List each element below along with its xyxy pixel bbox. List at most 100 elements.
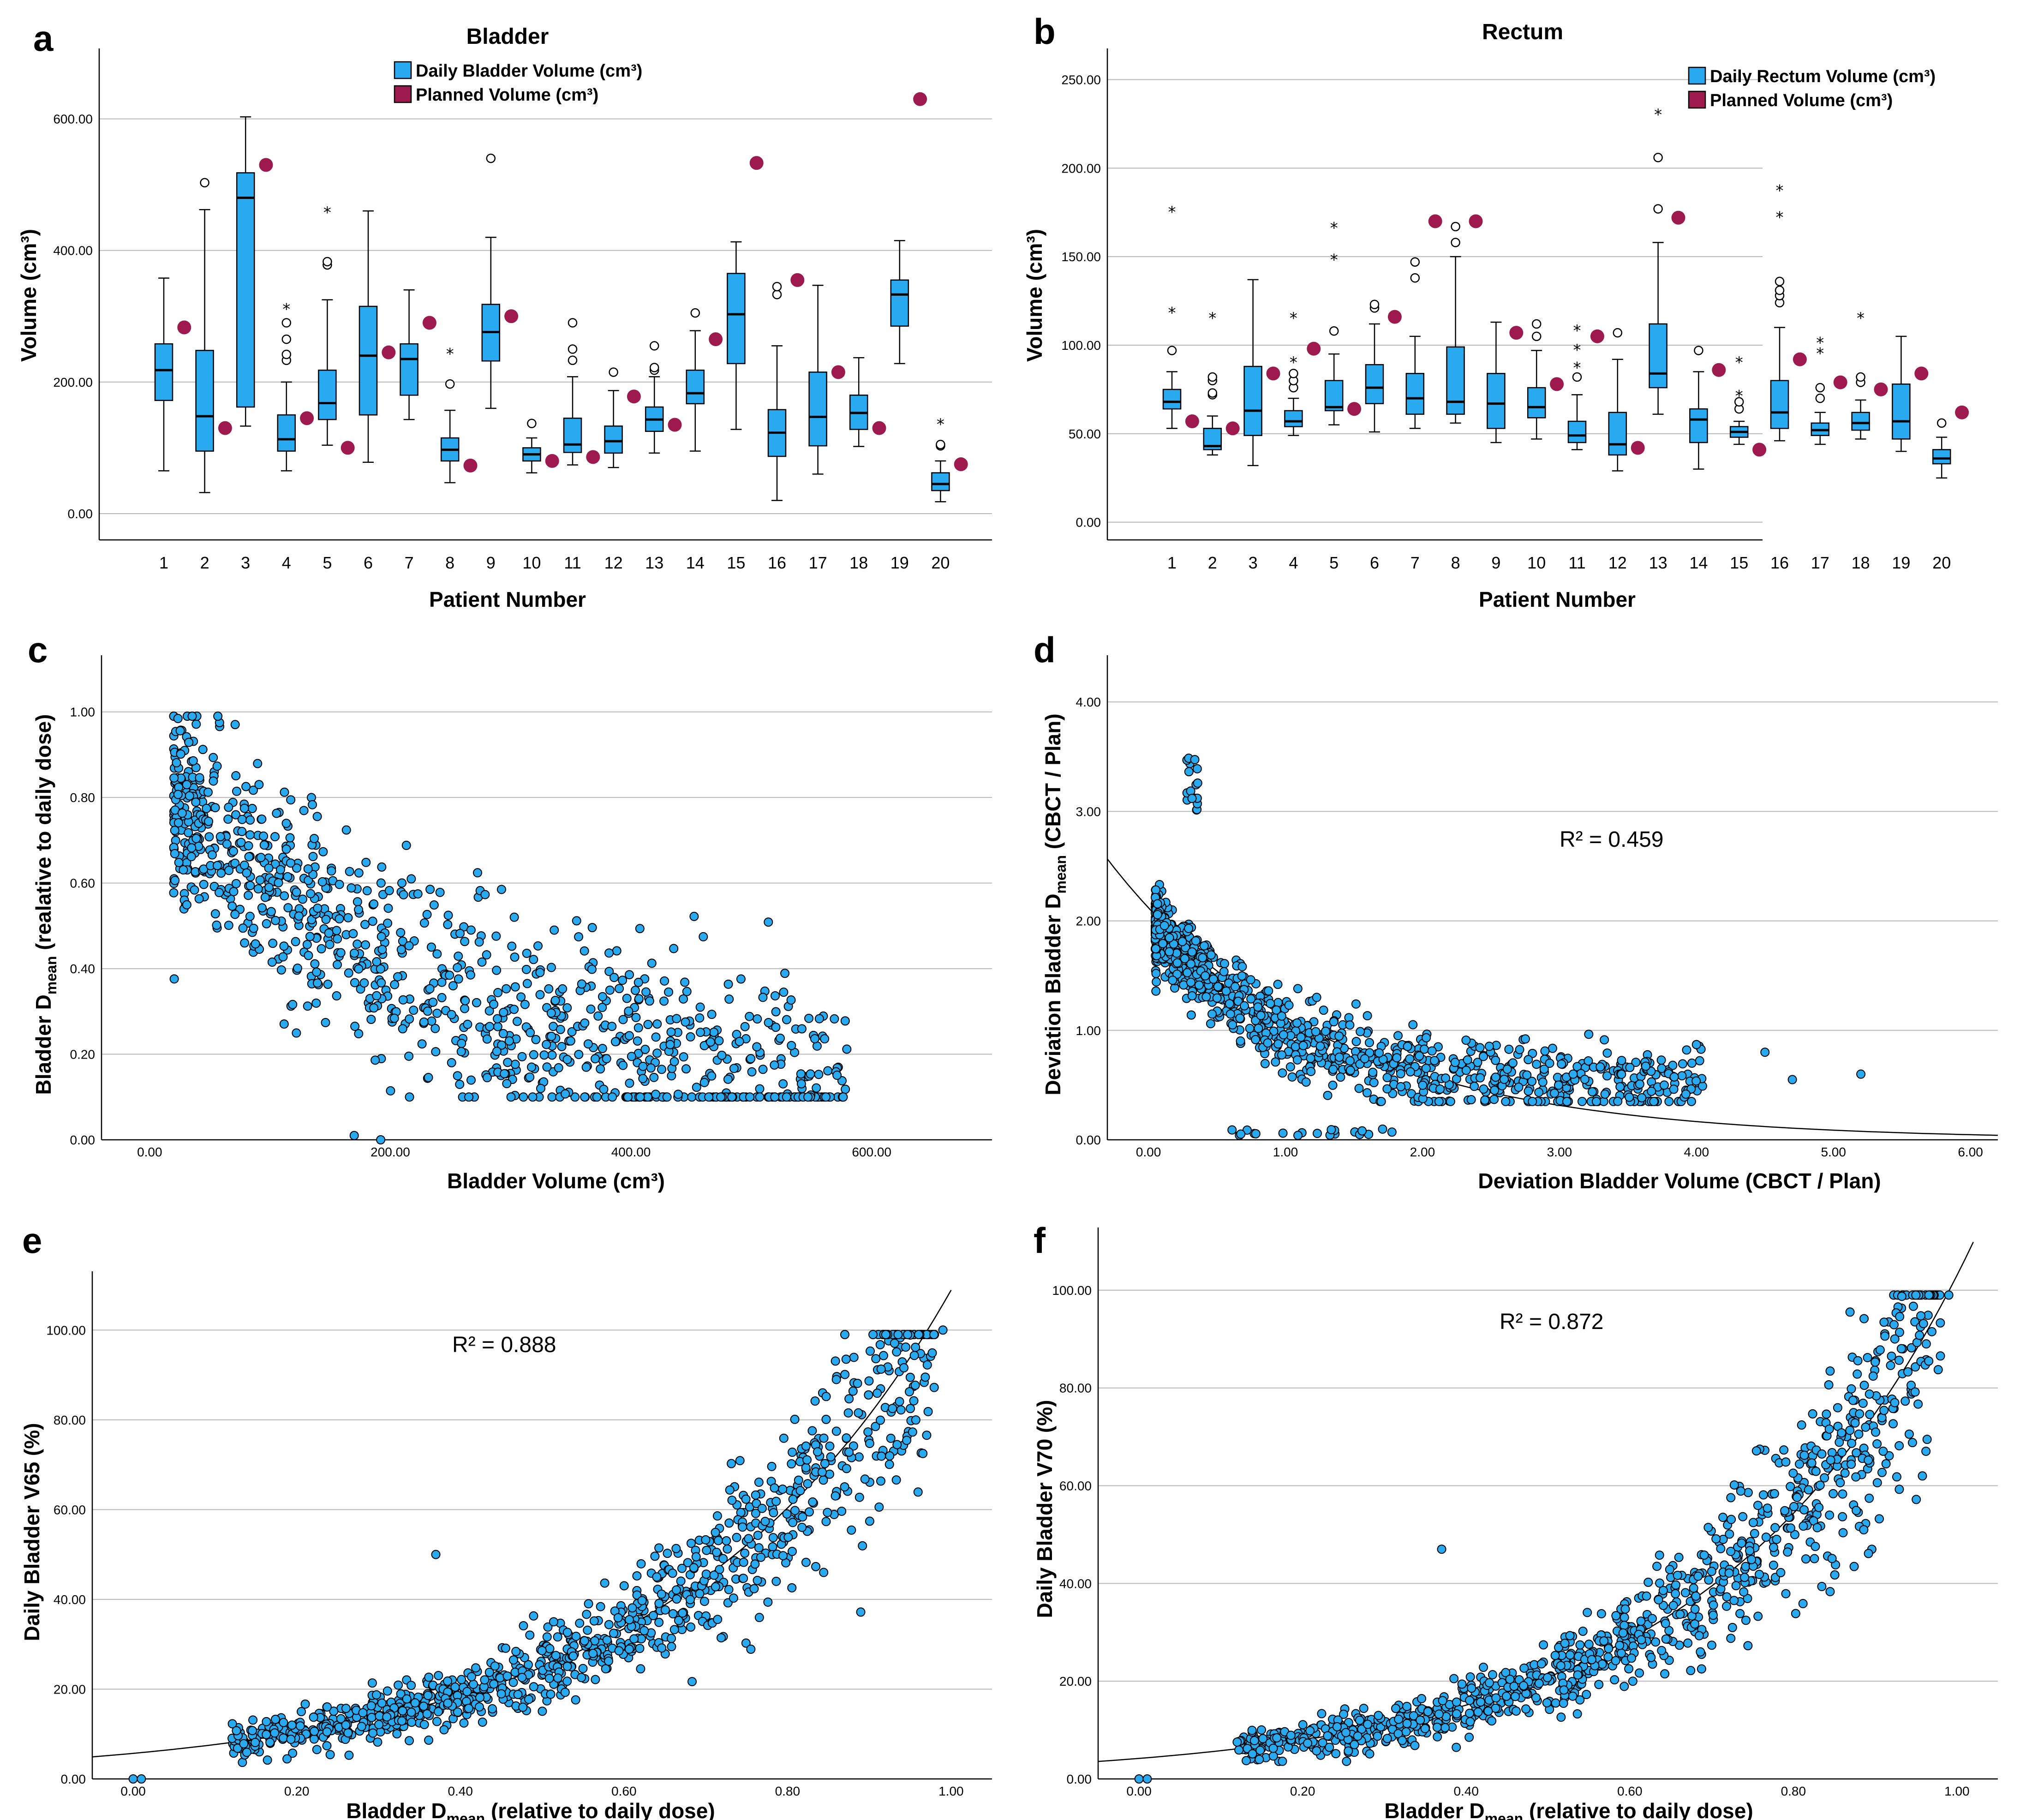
outlier-star: * [1573,341,1581,359]
data-point [432,1717,442,1726]
iqr-box [1892,383,1911,440]
data-point [1820,1473,1829,1483]
points [128,1325,948,1784]
data-point [240,938,250,948]
data-point [257,903,267,913]
x-axis-title: Bladder Dmean (relative to daily dose) [346,1799,715,1820]
data-point [184,828,193,838]
data-point [596,1602,605,1611]
data-point [796,1079,806,1089]
data-point [1478,1052,1488,1061]
data-point [550,925,559,935]
data-point [788,1448,797,1457]
data-point [1912,1495,1921,1504]
data-point [492,965,502,975]
data-point [172,758,181,767]
data-point [262,919,271,928]
iqr-box [318,369,337,420]
planned-volume-dot [1671,210,1685,225]
data-point [1169,939,1178,949]
data-point [1921,1446,1931,1456]
data-point [685,1595,695,1604]
data-point [1296,1032,1306,1042]
data-point [1865,1410,1875,1419]
data-point [333,934,342,944]
data-point [922,1360,932,1370]
box-patient-1: ** [1162,203,1199,429]
x-tick-label: 1 [159,553,168,572]
data-point [1186,786,1195,796]
data-point [1208,974,1218,984]
data-point [876,1364,886,1374]
data-point [1332,1722,1342,1731]
data-point [702,1545,711,1555]
data-point [367,1678,377,1688]
data-point [633,977,643,987]
data-point [1159,921,1169,930]
data-point [771,1576,781,1586]
panel-letter-a: a [33,18,54,59]
data-point [310,1726,319,1736]
data-point [651,1090,661,1099]
data-point [537,1646,547,1655]
x-axis-title: Patient Number [429,587,586,611]
y-tick-label: 250.00 [1061,73,1101,87]
data-point [1528,1096,1537,1106]
data-point [896,1405,906,1415]
data-point [754,1543,764,1553]
data-point [755,1084,765,1094]
data-point [215,888,224,898]
x-tick-label: 5 [323,553,332,572]
iqr-box [1324,380,1344,412]
data-point [1687,1058,1697,1068]
x-tick-label: 1.00 [1273,1145,1298,1159]
iqr-box [1608,412,1627,456]
data-point [1673,1570,1682,1580]
data-point [1293,984,1303,994]
data-point [443,920,453,929]
data-point [1871,1357,1880,1367]
points [1150,754,1866,1140]
data-point [1284,1000,1294,1010]
data-point [803,1479,813,1489]
data-point [632,1571,642,1581]
data-point [1368,1067,1378,1077]
planned-volume-dot [954,457,968,472]
data-point [367,1712,377,1722]
data-point [312,812,322,821]
data-point [237,826,247,836]
data-point [368,916,377,926]
data-point [210,803,220,813]
data-point [239,1739,249,1748]
data-point [1626,1653,1636,1663]
iqr-box [1567,420,1587,443]
outlier-circle [281,349,292,359]
data-point [1656,1055,1666,1065]
data-point [1248,1749,1257,1759]
data-point [1376,1096,1386,1106]
data-point [1743,1488,1753,1497]
data-point [317,944,326,954]
data-point [1651,1637,1661,1647]
outlier-circle [1775,285,1785,295]
x-tick-label: 9 [486,553,496,572]
data-point [504,1036,514,1046]
data-point [271,1714,281,1724]
data-point [1488,1670,1497,1680]
data-point [550,995,560,1005]
data-point [318,847,328,856]
data-point [248,785,258,795]
data-point [390,980,400,989]
x-tick-label: 1 [1167,553,1177,572]
data-point [676,1576,686,1586]
data-point [607,1022,617,1031]
data-point [1911,1290,1921,1300]
data-point [1519,1663,1529,1673]
data-point [906,1404,915,1413]
data-point [467,1672,477,1682]
data-point [1799,1521,1808,1531]
data-point [1375,1048,1384,1058]
data-point [510,1060,520,1069]
data-point [1881,1459,1891,1469]
